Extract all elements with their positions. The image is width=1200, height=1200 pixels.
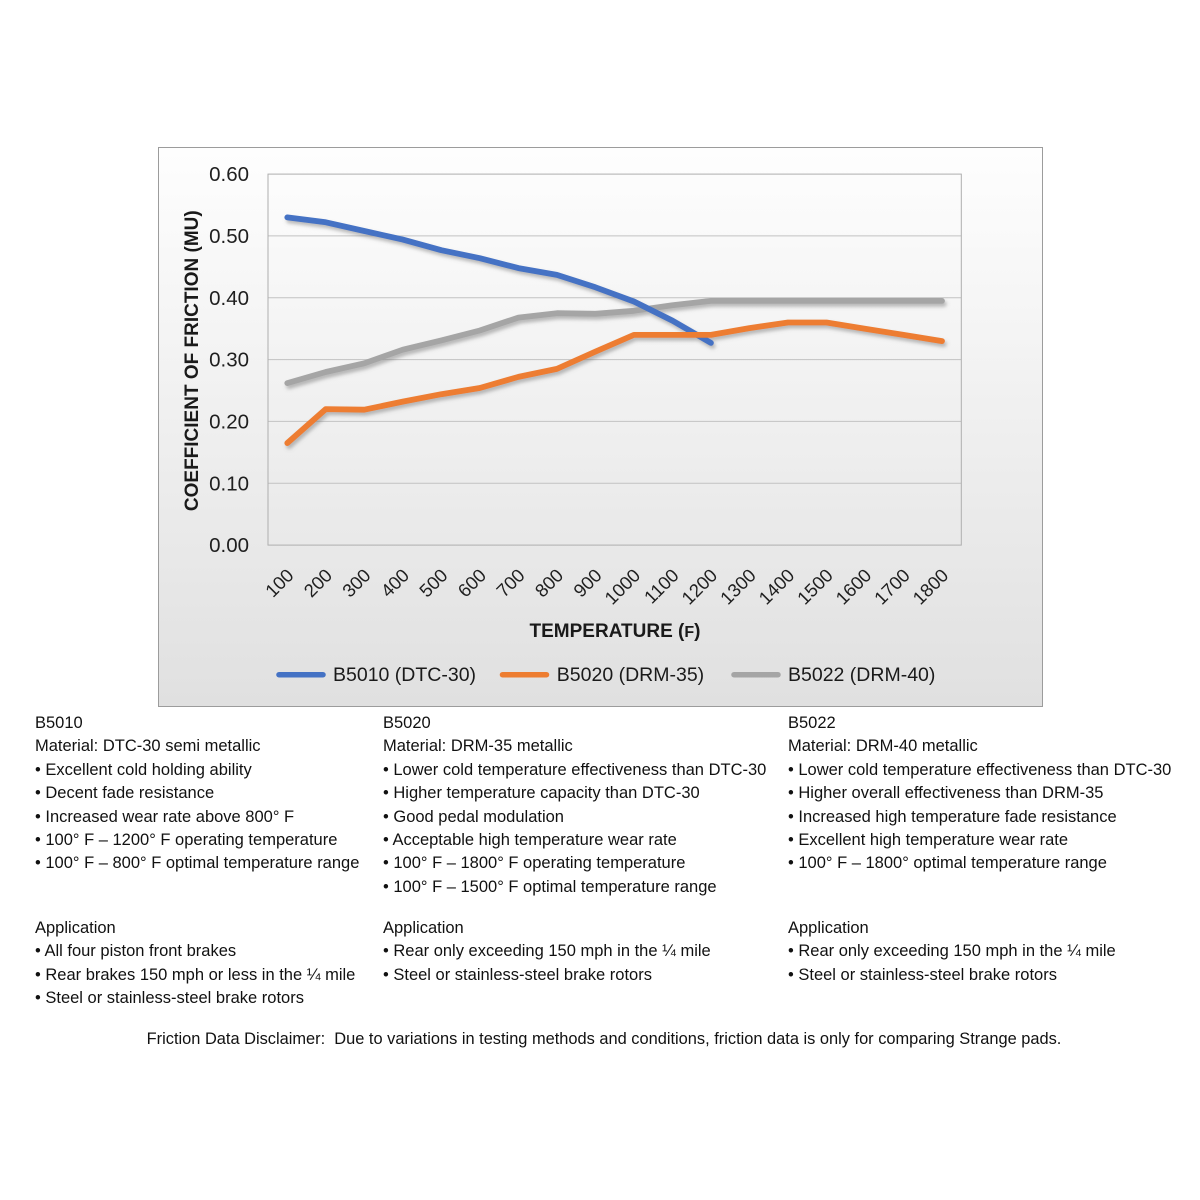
svg-text:0.30: 0.30 bbox=[209, 349, 249, 372]
svg-text:0.60: 0.60 bbox=[209, 163, 249, 186]
svg-text:B5022 (DRM-40): B5022 (DRM-40) bbox=[788, 664, 935, 686]
svg-text:0.10: 0.10 bbox=[209, 472, 249, 495]
svg-text:0.50: 0.50 bbox=[209, 225, 249, 248]
svg-text:COEFFICIENT OF FRICTION (MU): COEFFICIENT OF FRICTION (MU) bbox=[182, 210, 203, 511]
svg-text:0.00: 0.00 bbox=[209, 534, 249, 557]
svg-text:B5020 (DRM-35): B5020 (DRM-35) bbox=[557, 664, 704, 686]
svg-text:0.20: 0.20 bbox=[209, 410, 249, 433]
svg-text:0.40: 0.40 bbox=[209, 287, 249, 310]
svg-text:B5010 (DTC-30): B5010 (DTC-30) bbox=[333, 664, 476, 686]
svg-text:TEMPERATURE (F): TEMPERATURE (F) bbox=[530, 621, 701, 642]
